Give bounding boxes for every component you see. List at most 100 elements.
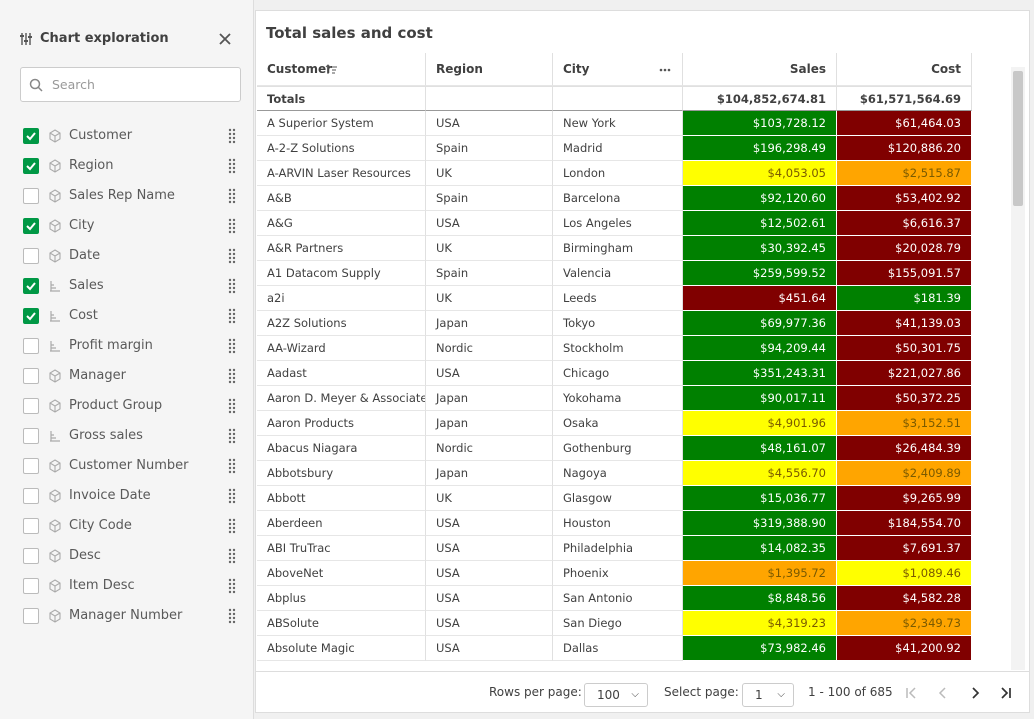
checkbox[interactable] [23,398,39,414]
checkbox[interactable] [23,608,39,624]
table-cell: Tokyo [553,311,683,336]
rows-per-page-value: 100 [597,688,620,702]
checkbox[interactable] [23,188,39,204]
drag-handle[interactable] [228,308,236,328]
drag-handle[interactable] [228,488,236,508]
value-cell: $4,053.05 [683,161,837,186]
table-cell: Aberdeen [257,511,426,536]
value-cell: $90,017.11 [683,386,837,411]
checkbox[interactable] [23,128,39,144]
value-cell: $259,599.52 [683,261,837,286]
table-cell: Abbott [257,486,426,511]
totals-cell: Totals [257,86,426,111]
field-item[interactable]: City Code [0,511,250,541]
column-header[interactable]: Region [426,53,553,86]
checkbox[interactable] [23,338,39,354]
field-item[interactable]: Customer [0,121,250,151]
value-cell: $120,886.20 [837,136,972,161]
checkbox[interactable] [23,278,39,294]
rows-per-page-select[interactable]: 100 ⌵ [584,683,648,707]
chevron: ⌵ [631,689,639,700]
checkbox[interactable] [23,158,39,174]
checkbox[interactable] [23,248,39,264]
column-header[interactable]: Cost [837,53,972,86]
value-cell: $8,848.56 [683,586,837,611]
drag-handle[interactable] [228,578,236,598]
field-item[interactable]: Cost [0,301,250,331]
field-item[interactable]: Date [0,241,250,271]
menu-icon[interactable] [659,68,671,72]
checkbox[interactable] [23,458,39,474]
dimension-icon [48,489,62,507]
drag-handle[interactable] [228,218,236,238]
value-cell: $41,139.03 [837,311,972,336]
checkbox[interactable] [23,368,39,384]
drag-handle[interactable] [228,188,236,208]
close-button[interactable] [218,32,232,46]
dimension-icon [48,459,62,477]
drag-handle[interactable] [228,278,236,298]
drag-handle[interactable] [228,338,236,358]
table-panel: Total sales and cost Customer Region City S… [255,10,1030,713]
drag-handle[interactable] [228,608,236,628]
value-cell: $4,582.28 [837,586,972,611]
search-icon [29,78,43,92]
field-label: Manager [69,368,126,383]
drag-handle[interactable] [228,248,236,268]
drag-handle[interactable] [228,518,236,538]
column-header[interactable]: Customer [257,53,426,86]
checkbox[interactable] [23,308,39,324]
table-cell: Los Angeles [553,211,683,236]
checkbox[interactable] [23,428,39,444]
field-item[interactable]: Desc [0,541,250,571]
field-item[interactable]: Profit margin [0,331,250,361]
table-cell: Osaka [553,411,683,436]
drag-handle[interactable] [228,128,236,148]
table-title: Total sales and cost [266,24,433,42]
table-cell: London [553,161,683,186]
page-select[interactable]: 1 ⌵ [742,683,794,707]
field-item[interactable]: Sales Rep Name [0,181,250,211]
field-item[interactable]: City [0,211,250,241]
value-cell: $351,243.31 [683,361,837,386]
field-item[interactable]: Gross sales [0,421,250,451]
field-item[interactable]: Region [0,151,250,181]
field-item[interactable]: Sales [0,271,250,301]
checkbox[interactable] [23,548,39,564]
checkbox[interactable] [23,218,39,234]
search-box[interactable]: Search [20,67,241,102]
checkbox[interactable] [23,518,39,534]
value-cell: $155,091.57 [837,261,972,286]
field-item[interactable]: Item Desc [0,571,250,601]
column-header[interactable]: Sales [683,53,837,86]
field-item[interactable]: Manager Number [0,601,250,631]
field-item[interactable]: Invoice Date [0,481,250,511]
field-label: Date [69,248,101,263]
field-item[interactable]: Product Group [0,391,250,421]
rows-per-page-label: Rows per page: [489,685,582,699]
table-cell: USA [426,361,553,386]
scroll-thumb[interactable] [1013,71,1023,206]
totals-cell [426,86,553,111]
field-item[interactable]: Manager [0,361,250,391]
scrollbar[interactable] [1011,67,1025,670]
page-range: 1 - 100 of 685 [808,685,893,699]
pager-buttons[interactable] [901,684,1021,702]
drag-handle[interactable] [228,158,236,178]
drag-handle[interactable] [228,368,236,388]
checkbox[interactable] [23,578,39,594]
table-cell: San Antonio [553,586,683,611]
checkbox[interactable] [23,488,39,504]
column-header[interactable]: City [553,53,683,86]
field-label: Invoice Date [69,488,151,503]
drag-handle[interactable] [228,458,236,478]
drag-handle[interactable] [228,548,236,568]
drag-handle[interactable] [228,428,236,448]
sort-icon[interactable] [325,64,337,75]
table-cell: UK [426,286,553,311]
field-label: Sales Rep Name [69,188,175,203]
drag-handle[interactable] [228,398,236,418]
field-item[interactable]: Customer Number [0,451,250,481]
dimension-icon [48,609,62,627]
